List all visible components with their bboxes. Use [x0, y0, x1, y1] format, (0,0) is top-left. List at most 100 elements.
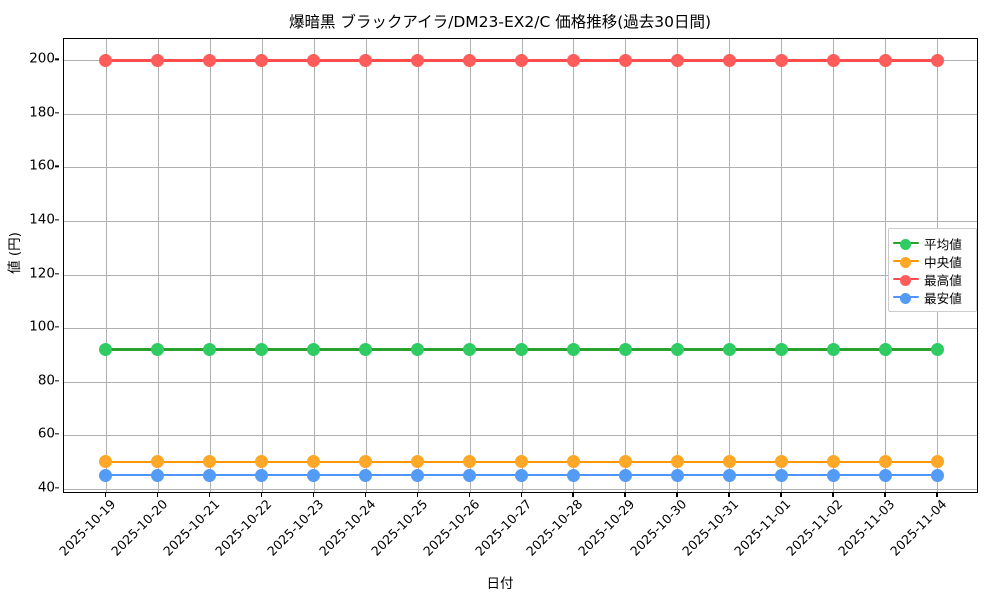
- series-中央値: [64, 39, 977, 492]
- data-point-marker: [515, 342, 528, 356]
- gridline-horizontal: [64, 113, 977, 115]
- data-point-marker: [566, 468, 580, 482]
- legend-item-平均値[interactable]: 平均値: [893, 234, 970, 252]
- series-segment: [157, 460, 210, 464]
- legend-item-最安値[interactable]: 最安値: [893, 288, 970, 306]
- series-最高値: [64, 39, 977, 492]
- x-tick-label: 2025-11-01: [731, 496, 794, 559]
- series-segment: [105, 348, 158, 351]
- x-tick-label: 2025-10-22: [211, 496, 275, 559]
- data-point-marker: [255, 53, 269, 67]
- x-tick-label: 2025-10-19: [55, 496, 119, 559]
- series-segment: [209, 348, 262, 351]
- x-tick-mark: [884, 493, 886, 497]
- series-segment: [677, 348, 730, 351]
- chart-legend: 平均値中央値 最高値最安値: [888, 228, 977, 312]
- y-tick-label: 140: [29, 211, 55, 228]
- data-point-marker: [359, 53, 373, 67]
- data-point-marker: [359, 468, 373, 482]
- series-segment: [469, 348, 522, 351]
- y-tick-label: 80: [37, 371, 55, 388]
- legend-label: 平均値: [924, 236, 962, 252]
- gridline-horizontal: [64, 274, 977, 276]
- series-segment: [625, 348, 678, 351]
- y-tick-label: 200: [29, 50, 55, 67]
- data-point-marker: [670, 468, 684, 482]
- data-point-marker: [878, 53, 892, 67]
- series-segment: [625, 474, 678, 477]
- x-tick-label: 2025-10-20: [107, 496, 171, 559]
- data-point-marker: [670, 342, 684, 356]
- series-segment: [105, 474, 158, 477]
- x-tick-label: 2025-10-21: [159, 496, 223, 559]
- gridline-vertical: [885, 39, 887, 492]
- series-segment: [573, 460, 626, 464]
- data-point-marker: [255, 468, 269, 482]
- data-point-marker: [566, 342, 580, 356]
- data-point-marker: [99, 342, 113, 356]
- series-segment: [573, 348, 626, 351]
- gridline-horizontal: [64, 328, 977, 330]
- series-segment: [885, 474, 938, 477]
- series-平均値: [64, 39, 977, 492]
- x-tick-mark: [260, 493, 262, 497]
- series-segment: [573, 474, 626, 477]
- legend-item-最高値[interactable]: 最高値: [893, 270, 970, 288]
- data-point-marker: [151, 455, 165, 469]
- legend-label: 最安値: [924, 290, 962, 306]
- x-tick-label: 2025-10-31: [679, 496, 742, 559]
- data-point-marker: [359, 342, 373, 356]
- series-segment: [209, 59, 262, 62]
- series-segment: [781, 474, 834, 477]
- data-point-marker: [930, 53, 944, 67]
- data-point-marker: [618, 455, 632, 469]
- legend-item-中央値[interactable]: 中央値: [893, 252, 970, 270]
- x-axis-ticks: 2025-10-19 2025-10-20 2025-10-21 2025-10-22…: [56, 493, 978, 563]
- chart-title: 爆暗黒 ブラックアイラ/DM23-EX2/C 価格推移(過去30日間): [288, 13, 712, 31]
- series-segment: [573, 59, 626, 62]
- x-tick-mark: [104, 493, 106, 497]
- data-point-marker: [566, 53, 580, 67]
- data-point-marker: [411, 468, 425, 482]
- gridline-vertical: [417, 39, 419, 492]
- data-point-marker: [722, 53, 736, 67]
- series-segment: [729, 348, 782, 351]
- series-segment: [521, 59, 574, 62]
- series-segment: [729, 474, 782, 477]
- data-point-marker: [307, 468, 321, 482]
- series-segment: [261, 59, 314, 62]
- x-tick-label: 2025-11-03: [835, 496, 898, 559]
- series-segment: [781, 348, 834, 351]
- series-segment: [469, 474, 522, 477]
- data-point-marker: [411, 342, 425, 356]
- data-point-marker: [307, 53, 321, 67]
- y-tick-mark: [55, 272, 59, 275]
- series-segment: [105, 460, 158, 464]
- x-tick-label: 2025-10-25: [367, 496, 430, 559]
- y-axis-ticks: 40 60 80 100 120 140 160 180 200: [0, 38, 59, 493]
- series-segment: [313, 59, 366, 62]
- series-segment: [729, 460, 782, 464]
- data-point-marker: [670, 53, 684, 67]
- legend-label: 中央値: [924, 254, 962, 270]
- series-segment: [157, 59, 210, 62]
- series-segment: [521, 348, 574, 351]
- series-segment: [729, 59, 782, 62]
- data-point-marker: [670, 455, 684, 469]
- series-segment: [261, 474, 314, 477]
- gridline-horizontal: [64, 221, 977, 222]
- x-tick-label: 2025-10-24: [315, 496, 379, 559]
- series-segment: [625, 460, 678, 464]
- legend-swatch-icon: [893, 291, 919, 304]
- series-segment: [521, 460, 574, 464]
- data-point-marker: [826, 342, 840, 356]
- data-point-marker: [255, 342, 269, 356]
- data-point-marker: [774, 53, 788, 67]
- data-point-marker: [203, 455, 217, 469]
- series-segment: [417, 474, 470, 477]
- series-segment: [365, 59, 418, 62]
- series-segment: [521, 474, 574, 477]
- data-point-marker: [411, 455, 425, 469]
- data-point-marker: [566, 455, 580, 469]
